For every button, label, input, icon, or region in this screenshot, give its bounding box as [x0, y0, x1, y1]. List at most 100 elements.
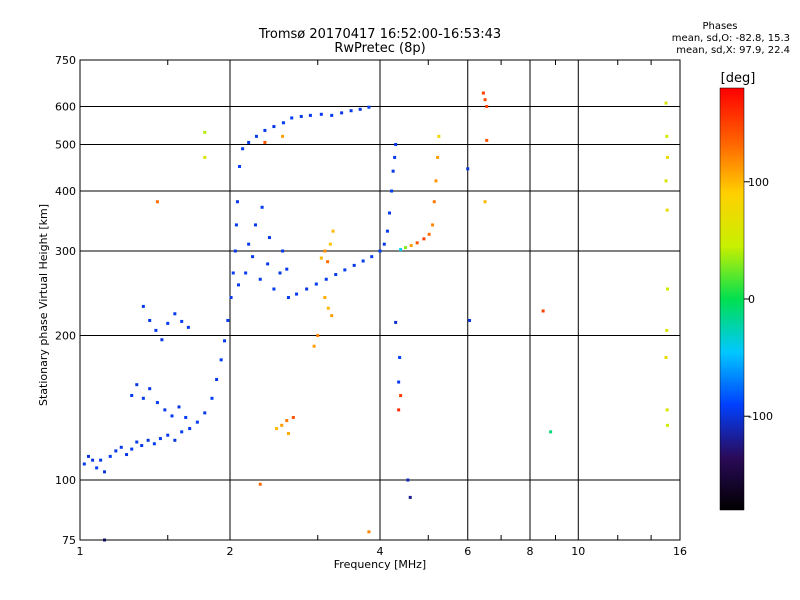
data-point: [434, 179, 438, 183]
data-point: [215, 377, 219, 381]
data-point: [331, 229, 335, 233]
phase-o-mode: mean, sd,O: -82.8, 15.3: [671, 33, 790, 44]
data-point: [483, 200, 487, 204]
data-point: [352, 263, 356, 267]
data-point: [665, 328, 669, 332]
data-point: [247, 140, 251, 144]
data-point: [130, 447, 134, 451]
data-point: [170, 414, 174, 418]
data-point: [210, 396, 214, 400]
data-point: [229, 296, 233, 300]
data-point: [108, 454, 112, 458]
data-point: [305, 287, 309, 291]
data-point: [86, 454, 90, 458]
x-tick-label: 8: [527, 545, 534, 558]
data-point: [323, 296, 327, 300]
data-point: [432, 200, 436, 204]
data-point: [393, 155, 397, 159]
data-point: [403, 246, 407, 250]
data-point: [272, 125, 276, 129]
data-point: [233, 249, 237, 253]
data-point: [391, 169, 395, 173]
data-point: [483, 98, 487, 102]
data-point: [258, 482, 262, 486]
data-point: [481, 91, 485, 95]
data-point: [485, 105, 489, 109]
data-point: [358, 107, 362, 111]
data-point: [340, 111, 344, 115]
data-point: [397, 380, 401, 384]
y-axis-label: Stationary phase Virtual Height [km]: [37, 204, 50, 406]
data-point: [665, 208, 669, 212]
data-point: [231, 271, 235, 275]
data-point: [260, 205, 264, 209]
chart-title-line2: RwPretec (8p): [334, 41, 426, 56]
data-point: [361, 259, 365, 263]
data-point: [244, 271, 248, 275]
data-point: [427, 232, 431, 236]
x-tick-label: 16: [673, 545, 687, 558]
phase-statistics: Phases mean, sd,O: -82.8, 15.3 mean, sd,…: [590, 21, 790, 57]
data-point: [119, 445, 123, 449]
data-point: [328, 242, 332, 246]
data-point: [278, 271, 282, 275]
y-tick-label: 100: [55, 474, 76, 487]
data-point: [238, 164, 242, 168]
data-point: [394, 143, 398, 147]
data-point: [285, 419, 289, 423]
y-tick-label: 600: [55, 101, 76, 114]
data-point: [466, 167, 470, 171]
data-point: [286, 432, 290, 436]
data-point: [166, 321, 170, 325]
data-point: [236, 283, 240, 287]
data-point: [367, 530, 371, 534]
data-point: [173, 312, 177, 316]
data-point: [468, 318, 472, 322]
data-point: [125, 453, 129, 457]
data-point: [324, 277, 328, 281]
data-point: [665, 134, 669, 138]
data-point: [370, 255, 374, 259]
data-point: [184, 415, 188, 419]
data-point: [388, 211, 392, 215]
data-point: [275, 427, 279, 431]
data-point: [154, 328, 158, 332]
data-point: [285, 267, 289, 271]
data-point: [148, 318, 152, 322]
data-point: [398, 355, 402, 359]
data-point: [163, 408, 167, 412]
data-point: [326, 260, 330, 264]
data-point: [665, 408, 669, 412]
data-point: [664, 101, 668, 105]
data-point: [247, 242, 251, 246]
y-tick-label: 200: [55, 330, 76, 343]
colorbar-label: [deg]: [721, 71, 756, 86]
data-point: [408, 495, 412, 499]
colorbar-ticks: 100 0 -100: [744, 176, 773, 423]
data-point: [99, 458, 103, 462]
colorbar: [719, 87, 745, 511]
data-points: [82, 91, 669, 542]
data-point: [180, 430, 184, 434]
colorbar-tick-label: -100: [748, 410, 773, 423]
data-point: [241, 147, 245, 151]
data-point: [319, 256, 323, 260]
x-tick-label: 4: [377, 545, 384, 558]
data-point: [203, 411, 207, 415]
data-point: [158, 437, 162, 441]
data-point: [399, 394, 403, 398]
data-point: [267, 236, 271, 240]
data-point: [281, 134, 285, 138]
plot-frame: [79, 59, 681, 541]
data-point: [160, 338, 164, 342]
data-point: [314, 282, 318, 286]
data-point: [266, 262, 270, 266]
data-point: [436, 155, 440, 159]
data-point: [291, 415, 295, 419]
data-point: [203, 130, 207, 134]
data-point: [409, 244, 413, 248]
data-point: [330, 113, 334, 117]
data-point: [319, 112, 323, 116]
data-point: [299, 114, 303, 118]
